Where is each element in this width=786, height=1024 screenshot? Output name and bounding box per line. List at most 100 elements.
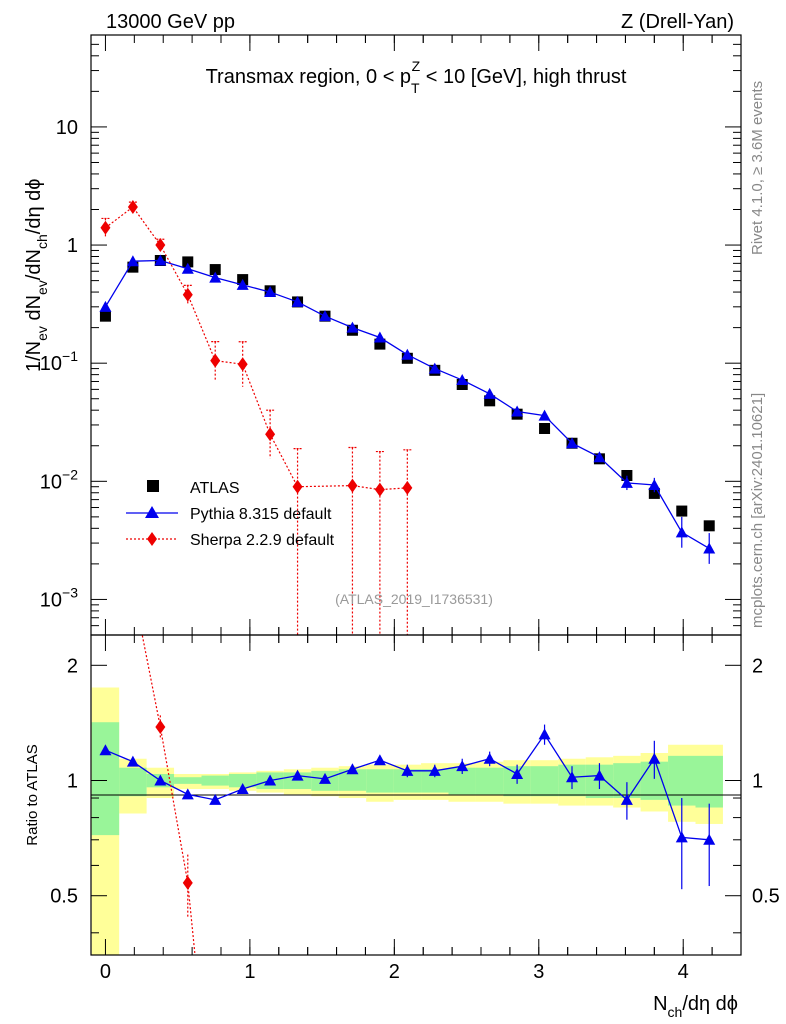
sherpa-point [210, 353, 221, 368]
ratio-plot-frame [90, 634, 742, 956]
atlas-point [99, 310, 111, 322]
ratio-band-1sigma [201, 775, 229, 786]
ratio-pythia-point [620, 793, 633, 805]
ratio-pythia-point [511, 767, 524, 779]
ratio-pythia-point [154, 774, 167, 786]
ylabel-p2: dN [23, 295, 45, 326]
ratio-pythia-point [566, 771, 578, 783]
legend-pythia-marker [145, 506, 159, 518]
plot-title-pre: Transmax region, 0 < p [206, 66, 411, 88]
y-tick-label-base: 10 [56, 117, 78, 139]
ratio-pythia-point [593, 769, 606, 781]
legend-sherpa-label: Sherpa 2.2.9 default [190, 532, 335, 549]
sherpa-point [402, 480, 413, 495]
pythia-point [346, 321, 359, 333]
pythia-point [703, 542, 716, 554]
atlas-point [621, 469, 633, 481]
ratio-band-1sigma [119, 767, 147, 797]
ratio-pythia-point [428, 764, 441, 776]
ratio-pythia-point [373, 754, 386, 766]
sherpa-point [127, 199, 138, 214]
ratio-pythia-point [456, 760, 469, 772]
atlas-point [209, 264, 221, 276]
legend-atlas-marker [147, 480, 159, 492]
atlas-point [182, 256, 194, 268]
rivet-label: Rivet 4.1.0, ≥ 3.6M events [749, 81, 766, 255]
ylabel-p4: /dN [23, 249, 45, 280]
y-tick-label: 10−3 [40, 584, 78, 611]
sherpa-line [105, 206, 408, 491]
pythia-point [373, 331, 386, 343]
y-tick-label: 10−1 [40, 348, 78, 375]
plot-title-post: < 10 [GeV], high thrust [420, 66, 627, 88]
x-tick-label: 2 [389, 961, 400, 983]
ratio-pythia-point [99, 744, 112, 756]
ratio-pythia-point [401, 764, 414, 776]
ratio-pythia-point [236, 783, 249, 795]
ratio-band-1sigma [530, 766, 559, 797]
ratio-plot-panel: 2 2 1 1 0.5 0.5 0 1 2 3 4 Ratio to ATLAS Nch/dη dϕ [24, 634, 780, 1020]
ratio-sherpa-point [155, 719, 166, 734]
ratio-band-1sigma [174, 777, 202, 784]
pythia-point [511, 405, 524, 417]
ratio-band-1sigma [393, 769, 422, 793]
ratio-pythia-point [538, 728, 551, 740]
pythia-point [428, 362, 441, 374]
ratio-band-1sigma [91, 722, 120, 836]
pythia-point [99, 300, 112, 312]
ratio-pythia-point [648, 752, 661, 764]
pythia-point [620, 476, 633, 488]
ratio-band-1sigma [695, 755, 723, 808]
sherpa-point [155, 238, 166, 253]
pythia-point [566, 437, 578, 449]
ratio-sherpa-point [182, 875, 193, 890]
sherpa-point [265, 427, 276, 442]
xlabel-p0: N [653, 993, 667, 1015]
header-left: 13000 GeV pp [106, 11, 235, 33]
pythia-point [401, 348, 414, 360]
pythia-point [483, 387, 496, 399]
y-tick-label: 10 [56, 117, 78, 139]
x-tick-label: 3 [533, 961, 544, 983]
legend: ATLAS Pythia 8.315 default Sherpa 2.2.9 … [126, 480, 335, 549]
ratio-pythia-point [319, 772, 331, 784]
ylabel-p1: ev [34, 326, 50, 341]
pythia-point [126, 255, 139, 267]
ratio-pythia-point [703, 833, 716, 845]
y-tick-label-exp: −1 [62, 348, 78, 364]
ratio-y-tick-label-left: 1 [67, 771, 78, 793]
ratio-band-1sigma [475, 767, 504, 795]
y-tick-label-base: 10 [40, 589, 62, 611]
y-tick-label: 1 [67, 235, 78, 257]
pythia-point [291, 295, 304, 307]
pythia-point [648, 479, 661, 491]
ratio-uncertainty-bands [91, 687, 723, 955]
pythia-point [181, 262, 194, 274]
analysis-watermark: (ATLAS_2019_I1736531) [335, 591, 493, 607]
ylabel-p3: ev [34, 280, 50, 295]
ratio-pythia-point [291, 769, 304, 781]
pythia-point [675, 526, 688, 538]
y-tick-label-base: 10 [40, 353, 62, 375]
main-plot-frame [90, 34, 742, 636]
ratio-pythia-point [675, 831, 688, 843]
x-tick-label: 1 [244, 961, 255, 983]
ylabel-p5: ch [34, 234, 50, 249]
ratio-pythia-point [181, 788, 194, 800]
y-tick-label-base: 10 [40, 471, 62, 493]
plot-title-sup: Z [412, 58, 421, 74]
pythia-point [236, 278, 249, 290]
atlas-point [648, 487, 660, 499]
ratio-axis-ticks: 2 2 1 1 0.5 0.5 0 1 2 3 4 [50, 635, 780, 983]
ratio-y-tick-label-right: 2 [752, 655, 763, 677]
xlabel-p1: ch [668, 1004, 683, 1020]
pythia-point [538, 409, 551, 421]
main-series-group [99, 199, 716, 635]
mcplots-label: mcplots.cern.ch [arXiv:2401.10621] [749, 393, 766, 628]
ratio-pythia-point [126, 755, 139, 767]
atlas-point [539, 422, 551, 434]
ylabel-p0: 1/N [23, 341, 45, 372]
